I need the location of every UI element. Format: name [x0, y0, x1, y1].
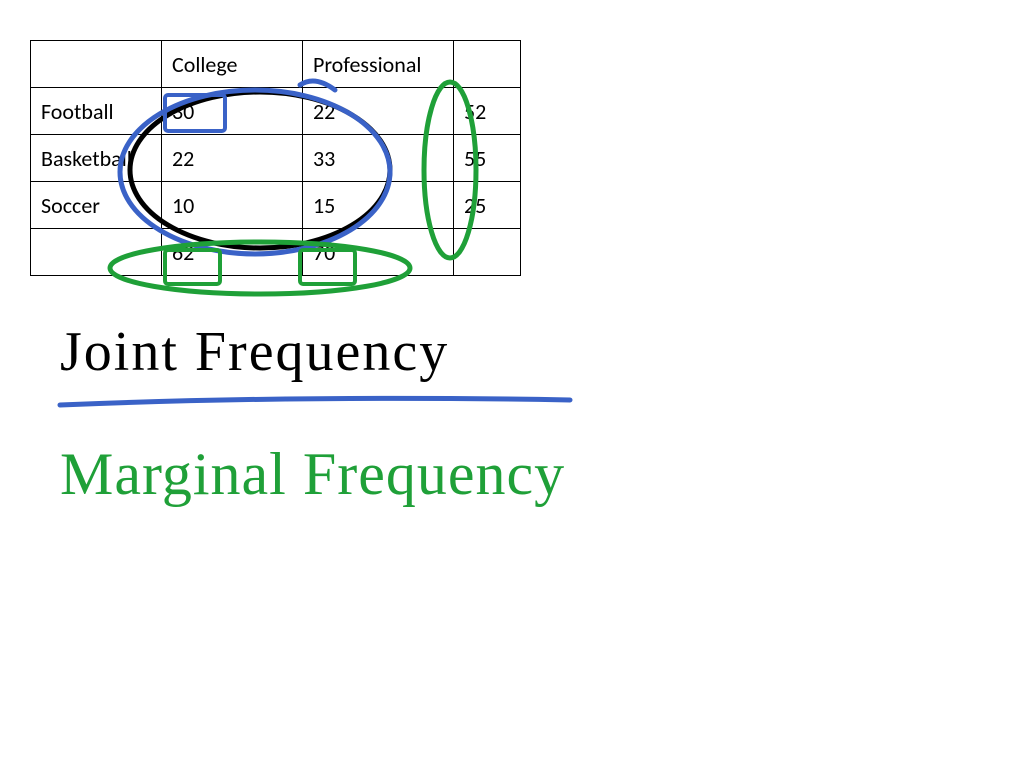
totals-blank	[31, 229, 162, 276]
cell-basketball-college: 22	[162, 135, 303, 182]
cell-soccer-total: 25	[454, 182, 521, 229]
row-label-basketball: Basketball	[31, 135, 162, 182]
cell-basketball-professional: 33	[303, 135, 454, 182]
table-row: Basketball 22 33 55	[31, 135, 521, 182]
joint-underline	[60, 398, 570, 405]
table-row: Football 30 22 52	[31, 88, 521, 135]
table-row: Soccer 10 15 25	[31, 182, 521, 229]
cell-grand-total-blank	[454, 229, 521, 276]
cell-football-college: 30	[162, 88, 303, 135]
header-college: College	[162, 41, 303, 88]
marginal-frequency-label: Marginal Frequency	[60, 440, 565, 509]
cell-total-professional: 70	[303, 229, 454, 276]
cell-soccer-college: 10	[162, 182, 303, 229]
header-row: College Professional	[31, 41, 521, 88]
header-blank	[31, 41, 162, 88]
cell-basketball-total: 55	[454, 135, 521, 182]
two-way-table: College Professional Football 30 22 52 B…	[30, 40, 521, 276]
cell-football-total: 52	[454, 88, 521, 135]
totals-row: 62 70	[31, 229, 521, 276]
header-total-blank	[454, 41, 521, 88]
cell-soccer-professional: 15	[303, 182, 454, 229]
cell-total-college: 62	[162, 229, 303, 276]
joint-frequency-label: Joint Frequency	[60, 320, 449, 384]
header-professional: Professional	[303, 41, 454, 88]
row-label-football: Football	[31, 88, 162, 135]
frequency-table: College Professional Football 30 22 52 B…	[30, 40, 521, 276]
row-label-soccer: Soccer	[31, 182, 162, 229]
cell-football-professional: 22	[303, 88, 454, 135]
